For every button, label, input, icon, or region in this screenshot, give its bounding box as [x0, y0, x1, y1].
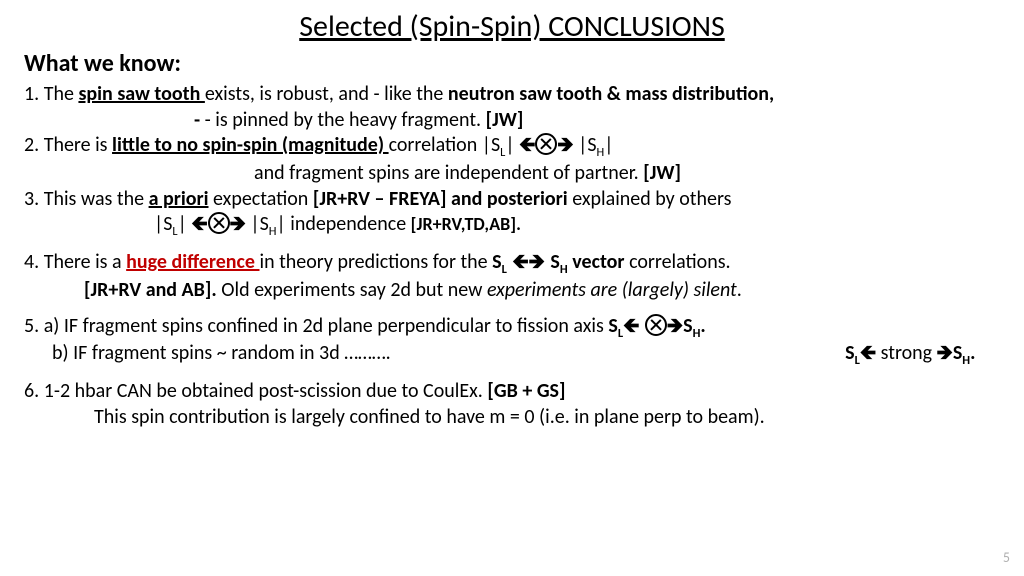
item-5b-right: SL🡸 strong 🡺SH. — [845, 341, 1000, 369]
section-heading: What we know: — [24, 49, 1000, 78]
t: 4. There is a — [24, 250, 126, 274]
slide-title: Selected (Spin-Spin) CONCLUSIONS — [24, 8, 1000, 45]
spacer — [24, 369, 1000, 379]
tag: [GB + GS] — [487, 379, 565, 403]
tensor-icon — [535, 133, 557, 155]
spacer — [24, 240, 1000, 250]
spacer — [24, 304, 1000, 314]
t: strong — [876, 341, 936, 365]
right-arrow-icon: 🡺 — [557, 134, 573, 156]
t: | — [178, 212, 192, 236]
left-arrow-icon: 🡸 — [623, 315, 645, 337]
t: | independence — [277, 212, 411, 236]
t: [JR+RV and AB]. — [84, 278, 221, 302]
item-2-line2: and fragment spins are independent of pa… — [24, 161, 1000, 187]
t: |S — [154, 212, 172, 236]
t: Old experiments say 2d but new — [221, 278, 487, 302]
item-5a: 5. a) IF fragment spins confined in 2d p… — [24, 314, 1000, 342]
t: |S — [574, 133, 597, 157]
t: 2. There is — [24, 133, 112, 157]
tensor-icon — [645, 314, 667, 336]
t: experiments are (largely) silent — [487, 278, 737, 302]
t: | — [505, 133, 519, 157]
t: S — [608, 314, 617, 338]
right-arrow-icon: 🡺 — [230, 213, 246, 235]
body-text: 1. The spin saw tooth exists, is robust,… — [24, 82, 1000, 431]
t: expectation — [209, 187, 313, 211]
item-4-line1: 4. There is a huge difference in theory … — [24, 250, 1000, 278]
t: b) IF fragment spins ~ random in 3d ………. — [52, 341, 391, 369]
t: - is pinned by the heavy fragment. — [205, 108, 486, 132]
tag: [JW] — [486, 108, 524, 132]
item-3-line1: 3. This was the a priori expectation [JR… — [24, 187, 1000, 213]
t: in theory predictions for the — [259, 250, 492, 274]
item-5b: b) IF fragment spins ~ random in 3d ……….… — [24, 341, 1000, 369]
sub: H — [560, 262, 568, 277]
t: 6. 1-2 hbar CAN be obtained post-scissio… — [24, 379, 487, 403]
dash: - — [194, 108, 205, 132]
spin-saw-tooth: spin saw tooth — [78, 82, 204, 106]
term: little to no spin-spin (magnitude) — [112, 133, 389, 157]
t: S — [550, 250, 559, 274]
t: . — [970, 341, 975, 365]
slide: Selected (Spin-Spin) CONCLUSIONS What we… — [0, 0, 1024, 576]
t: | — [604, 133, 613, 157]
item-3-line2: |SL| 🡸🡺 |SH| independence [JR+RV,TD,AB]. — [24, 212, 1000, 240]
right-arrow-icon: 🡺 — [937, 342, 953, 364]
item-6-line1: 6. 1-2 hbar CAN be obtained post-scissio… — [24, 379, 1000, 405]
item-4-line2: [JR+RV and AB]. Old experiments say 2d b… — [24, 278, 1000, 304]
left-arrow-icon: 🡸 — [519, 134, 535, 156]
left-arrow-icon: 🡸 — [191, 213, 207, 235]
t: 5. a) IF fragment spins confined in 2d p… — [24, 314, 608, 338]
t: [JR+RV – FREYA] and posteriori — [313, 187, 572, 211]
t: correlation |S — [389, 133, 501, 157]
item-1-line2: - - is pinned by the heavy fragment. [JW… — [24, 108, 1000, 134]
right-arrow-icon: 🡺 — [667, 315, 683, 337]
t: S — [683, 314, 692, 338]
t: . — [700, 314, 705, 338]
sub: H — [962, 353, 970, 368]
t: 3. This was the — [24, 187, 149, 211]
t: vector — [568, 250, 629, 274]
left-right-arrow-icon: 🡸🡺 — [507, 251, 551, 273]
term: huge difference — [126, 250, 259, 274]
t: S — [492, 250, 501, 274]
t: exists, is robust, and - like the — [205, 82, 448, 106]
item-1-line1: 1. The spin saw tooth exists, is robust,… — [24, 82, 1000, 108]
t: S — [845, 341, 854, 365]
left-arrow-icon: 🡸 — [860, 342, 876, 364]
t: S — [953, 341, 962, 365]
t: neutron saw tooth & mass distribution, — [448, 82, 774, 106]
page-number: 5 — [1003, 549, 1010, 566]
item-6-line2: This spin contribution is largely confin… — [24, 405, 1000, 431]
t: correlations. — [629, 250, 731, 274]
sub: H — [269, 224, 277, 239]
t: explained by others — [572, 187, 731, 211]
tag: [JW] — [643, 161, 681, 185]
t: and fragment spins are independent of pa… — [254, 161, 643, 185]
term: a priori — [149, 187, 209, 211]
tensor-icon — [208, 212, 230, 234]
item-2-line1: 2. There is little to no spin-spin (magn… — [24, 133, 1000, 161]
t: 1. The — [24, 82, 78, 106]
t: |S — [246, 212, 269, 236]
tag: [JR+RV,TD,AB]. — [411, 213, 521, 235]
t: . — [737, 278, 742, 302]
